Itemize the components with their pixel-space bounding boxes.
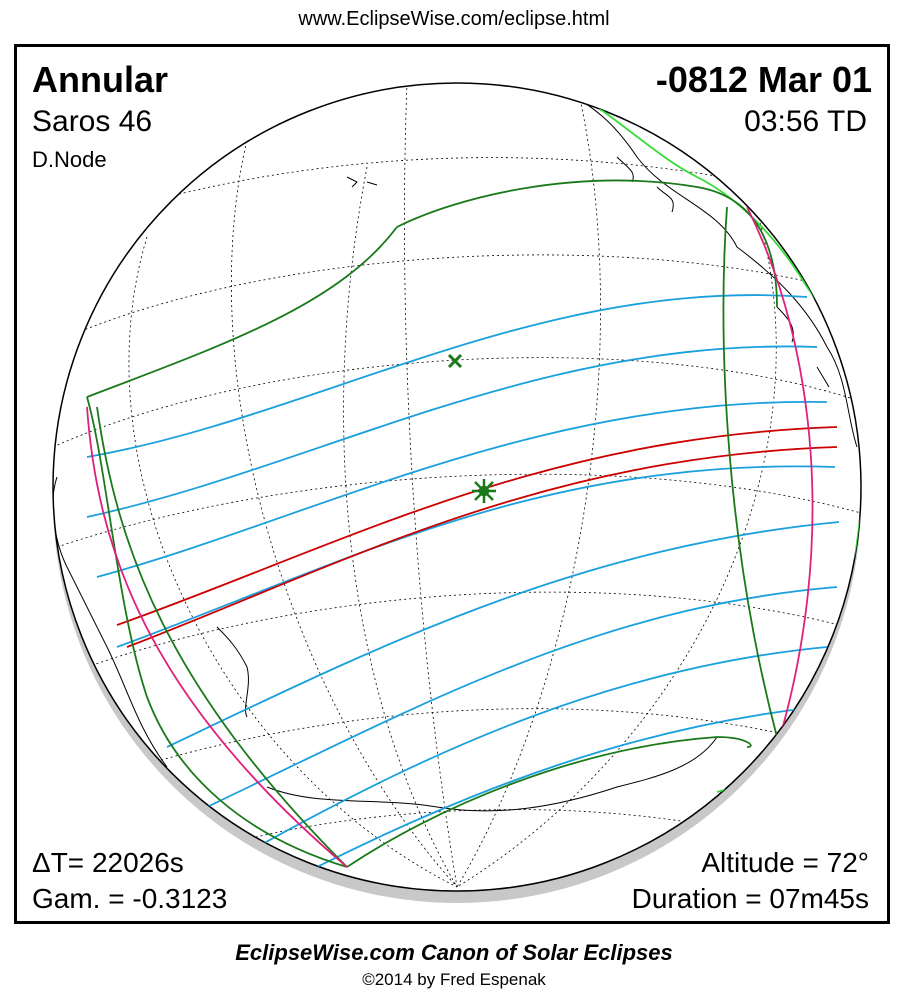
central-path-south-limit	[126, 446, 838, 648]
eclipse-map-frame: Annular Saros 46 D.Node -0812 Mar 01 03:…	[14, 44, 890, 924]
subsolar-x-icon	[447, 353, 463, 369]
footer-title: EclipseWise.com Canon of Solar Eclipses	[235, 940, 673, 965]
rise-set-curves	[86, 206, 814, 868]
saros-label: Saros 46	[32, 105, 153, 138]
altitude: Altitude = 72°	[701, 847, 869, 878]
magnitude-lines	[86, 294, 840, 868]
eclipse-time: 03:56 TD	[744, 105, 867, 138]
delta-t: ΔT= 22026s	[32, 847, 184, 878]
node-label: D.Node	[32, 147, 107, 172]
globe-disk	[52, 82, 862, 892]
footer-copyright: ©2014 by Fred Espenak	[362, 970, 546, 989]
central-path	[116, 426, 838, 648]
eclipse-date: -0812 Mar 01	[655, 59, 872, 100]
duration: Duration = 07m45s	[631, 883, 869, 914]
gamma: Gam. = -0.3123	[32, 883, 228, 914]
greatest-eclipse-asterisk-icon	[472, 479, 496, 503]
globe-map	[52, 82, 862, 903]
eclipse-type: Annular	[32, 59, 169, 100]
graticule	[53, 83, 861, 888]
source-url: www.EclipseWise.com/eclipse.html	[298, 8, 610, 30]
central-path-north-limit	[116, 426, 838, 626]
penumbra-limits	[86, 179, 778, 868]
